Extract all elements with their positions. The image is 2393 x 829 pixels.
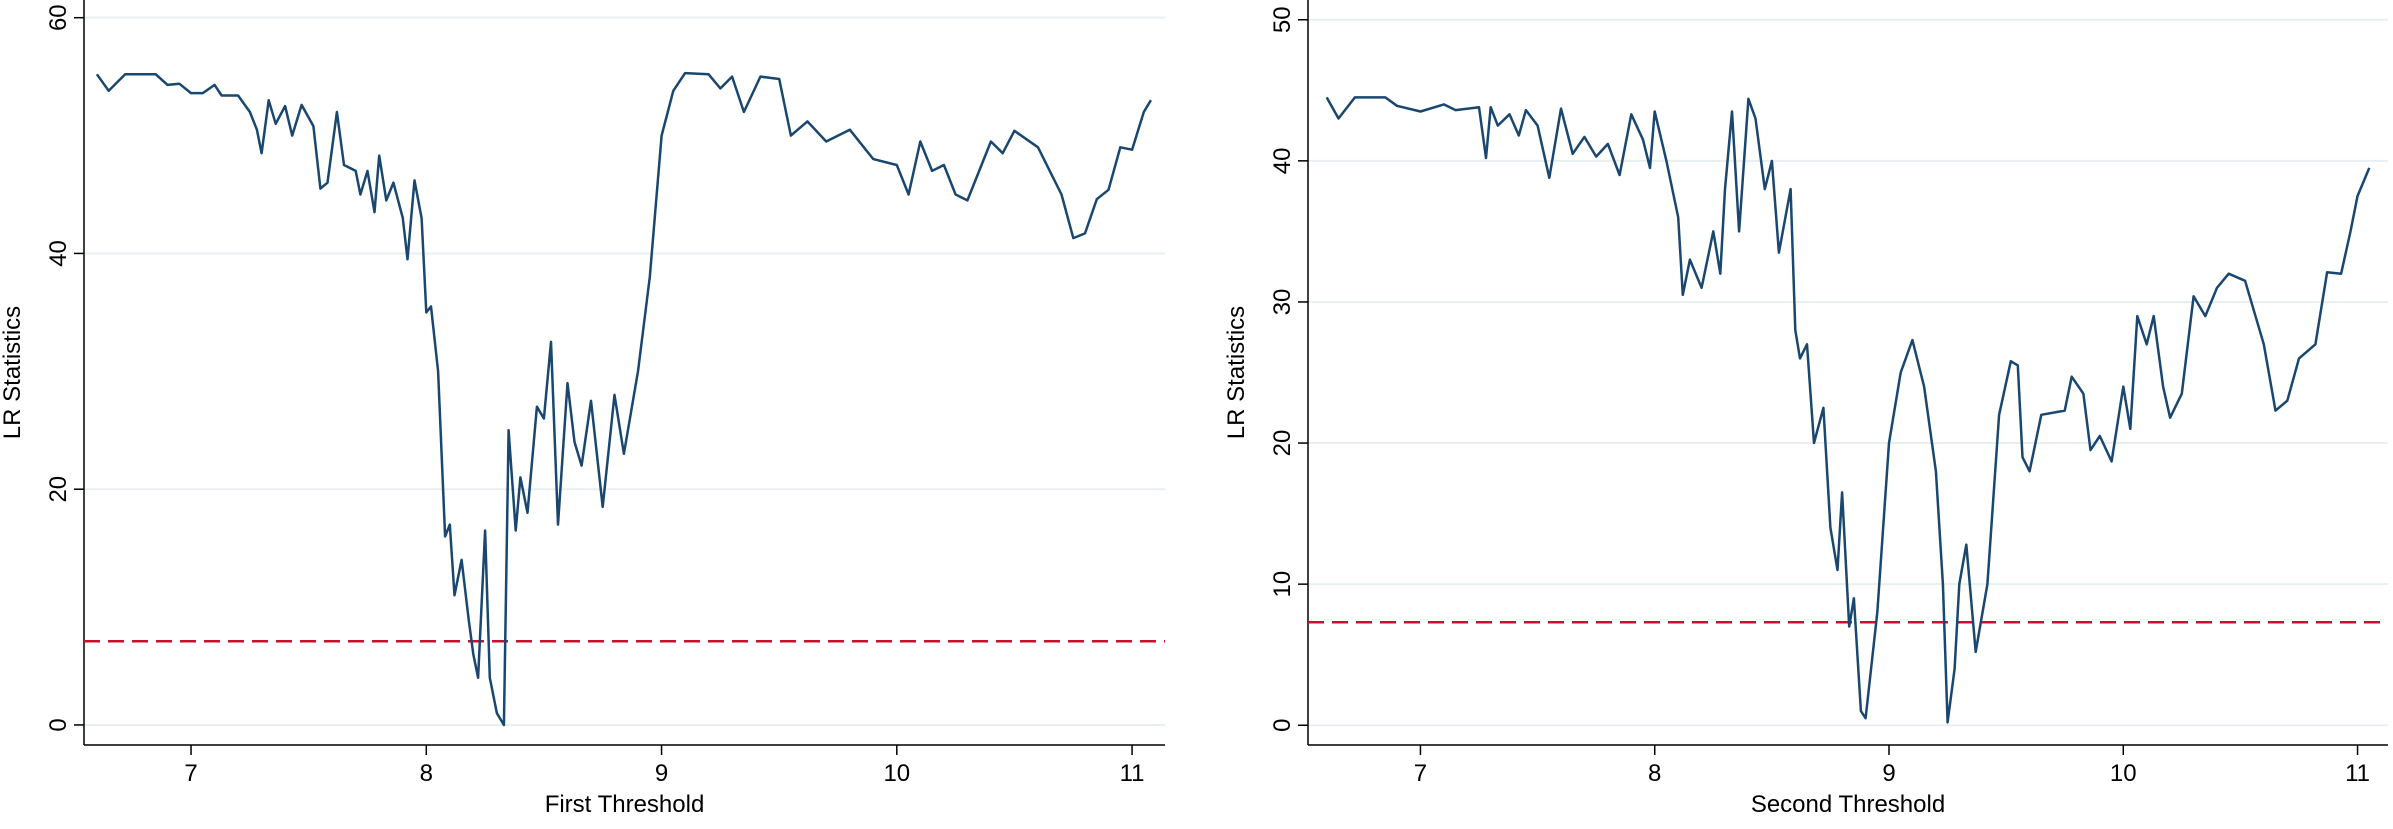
series-line — [95, 71, 1152, 727]
y-tick-label: 20 — [1269, 430, 1296, 457]
x-tick-label: 10 — [2110, 760, 2137, 787]
y-tick-label: 50 — [1269, 6, 1296, 33]
x-tick-label: 8 — [1648, 760, 1661, 787]
y-axis-title: LR Statistics — [0, 306, 26, 439]
y-tick-label: 40 — [45, 240, 72, 267]
x-tick-label: 9 — [1882, 760, 1895, 787]
x-tick-label: 7 — [1414, 760, 1427, 787]
x-tick-label: 7 — [184, 760, 197, 787]
x-axis-title: First Threshold — [545, 791, 705, 818]
x-tick-label: 10 — [883, 760, 910, 787]
x-tick-label: 11 — [2345, 760, 2370, 787]
y-tick-label: 40 — [1269, 148, 1296, 175]
y-tick-label: 20 — [45, 476, 72, 503]
x-tick-label: 11 — [1120, 760, 1145, 787]
x-tick-label: 9 — [655, 760, 668, 787]
y-tick-label: 10 — [1269, 571, 1296, 598]
x-tick-label: 8 — [420, 760, 433, 787]
y-tick-label: 30 — [1269, 289, 1296, 316]
y-axis-title: LR Statistics — [1223, 306, 1250, 439]
x-axis-title: Second Threshold — [1751, 791, 1945, 818]
y-tick-label: 60 — [45, 4, 72, 31]
series-line — [1325, 96, 2371, 724]
y-tick-label: 0 — [45, 718, 72, 731]
y-tick-label: 0 — [1269, 719, 1296, 732]
